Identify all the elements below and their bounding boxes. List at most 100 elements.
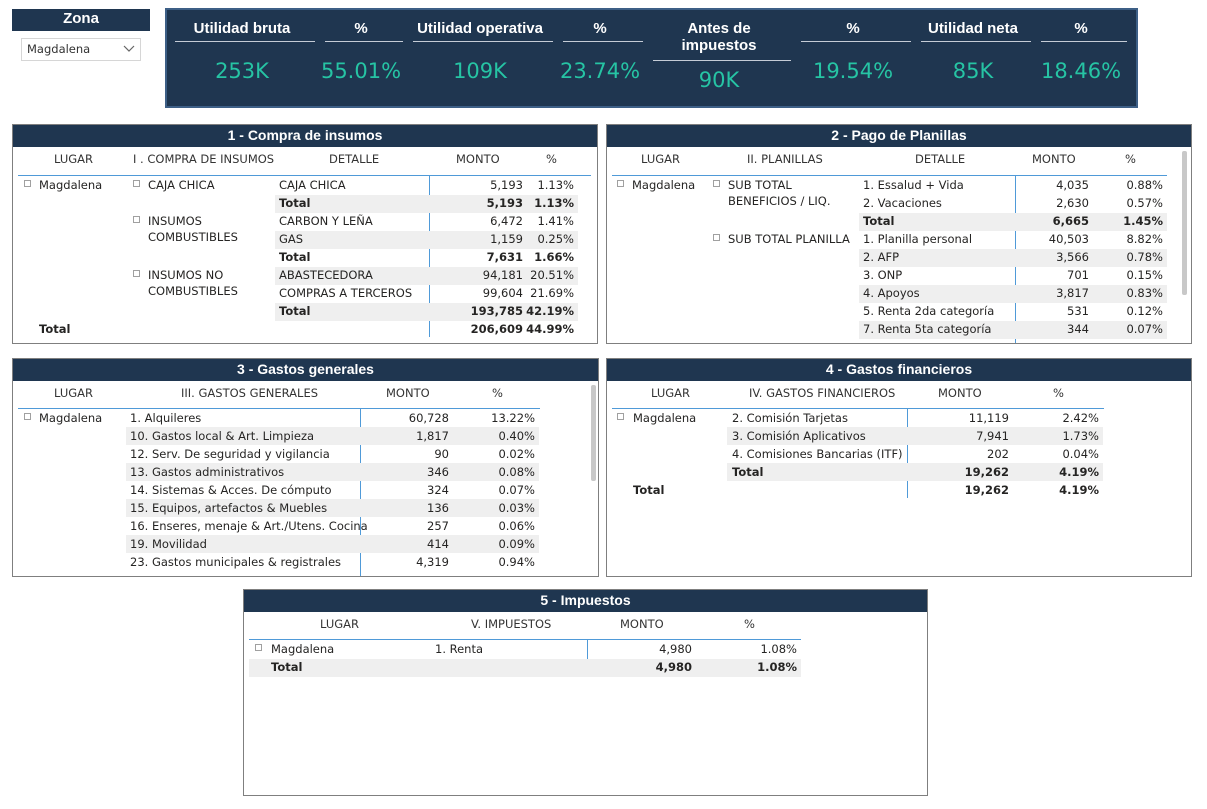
- col-header-impuestos[interactable]: V. IMPUESTOS: [471, 617, 552, 631]
- detalle-cell: 5. Renta 2da categoría: [863, 304, 995, 318]
- panel-compra-insumos: 1 - Compra de insumos LUGAR I . COMPRA D…: [12, 124, 598, 344]
- group-cell: INSUMOS COMBUSTIBLES: [148, 214, 238, 244]
- col-header-lugar[interactable]: LUGAR: [641, 152, 681, 166]
- monto-cell: 19,262: [964, 465, 1009, 479]
- expand-toggle[interactable]: [713, 234, 720, 241]
- pct-cell: 1.13%: [534, 196, 574, 210]
- col-header-monto[interactable]: MONTO: [620, 617, 664, 631]
- col-header-monto[interactable]: MONTO: [1032, 152, 1076, 166]
- pct-cell: 2.42%: [1062, 411, 1099, 425]
- pct-cell: 0.15%: [1126, 268, 1163, 282]
- panel-title: 5 - Impuestos: [244, 590, 927, 612]
- expand-toggle[interactable]: [133, 270, 140, 277]
- grand-total-monto: 19,262: [964, 483, 1009, 497]
- monto-cell: 60,728: [408, 411, 449, 425]
- panel-title: 2 - Pago de Planillas: [607, 125, 1191, 147]
- zona-dropdown[interactable]: Magdalena: [21, 38, 141, 61]
- panel-title: 4 - Gastos financieros: [607, 359, 1191, 381]
- col-header-lugar[interactable]: LUGAR: [54, 152, 94, 166]
- kpi-value: 23.74%: [559, 59, 641, 83]
- col-header-monto[interactable]: MONTO: [938, 386, 982, 400]
- detalle-cell: 1. Planilla personal: [863, 232, 973, 246]
- panel-pago-planillas: 2 - Pago de Planillas LUGAR II. PLANILLA…: [606, 124, 1192, 344]
- pct-cell: 1.45%: [1123, 214, 1163, 228]
- detalle-cell: 2. Comisión Tarjetas: [732, 411, 848, 425]
- monto-cell: 6,472: [490, 214, 523, 228]
- monto-cell: 11,119: [968, 411, 1009, 425]
- pct-cell: 0.06%: [498, 519, 535, 533]
- col-header-lugar[interactable]: LUGAR: [651, 386, 691, 400]
- expand-toggle[interactable]: [133, 180, 140, 187]
- monto-cell: 3,566: [1056, 250, 1089, 264]
- vertical-scrollbar[interactable]: [1182, 151, 1187, 295]
- col-header-lugar[interactable]: LUGAR: [54, 386, 94, 400]
- kpi-utilidad-neta-pct: % 18.46%: [1033, 10, 1129, 106]
- grand-total-label: Total: [39, 322, 71, 336]
- kpi-utilidad-operativa-pct: % 23.74%: [555, 10, 645, 106]
- monto-cell: 5,193: [490, 178, 523, 192]
- kpi-value: 109K: [453, 59, 507, 83]
- detalle-cell: 1. Renta: [435, 642, 484, 656]
- col-header-pct[interactable]: %: [492, 386, 503, 400]
- col-header-pct[interactable]: %: [1053, 386, 1064, 400]
- pct-cell: 21.69%: [530, 286, 574, 300]
- col-header-planillas[interactable]: II. PLANILLAS: [747, 152, 823, 166]
- col-header-pct[interactable]: %: [744, 617, 755, 631]
- detalle-cell: Total: [732, 465, 764, 479]
- detalle-cell: 15. Equipos, artefactos & Muebles: [130, 501, 328, 515]
- detalle-cell: 13. Gastos administrativos: [130, 465, 285, 479]
- grand-total-pct: 1.08%: [757, 660, 797, 674]
- detalle-cell: 4. Comisiones Bancarias (ITF): [732, 447, 903, 461]
- detalle-cell: GAS: [279, 232, 304, 246]
- expand-toggle[interactable]: [617, 413, 624, 420]
- col-header-gastos-generales[interactable]: III. GASTOS GENERALES: [181, 386, 319, 400]
- col-header-gastos-financieros[interactable]: IV. GASTOS FINANCIEROS: [749, 386, 896, 400]
- expand-toggle[interactable]: [24, 180, 31, 187]
- lugar-cell: Magdalena: [39, 178, 103, 192]
- zona-selected-value: Magdalena: [27, 42, 91, 56]
- expand-toggle[interactable]: [255, 644, 262, 651]
- col-header-pct[interactable]: %: [1125, 152, 1136, 166]
- chevron-down-icon: [123, 45, 135, 52]
- monto-cell: 193,785: [470, 304, 523, 318]
- detalle-cell: 1. Alquileres: [130, 411, 202, 425]
- kpi-label: %: [1074, 20, 1088, 37]
- panel-gastos-generales: 3 - Gastos generales LUGAR III. GASTOS G…: [12, 358, 599, 577]
- col-header-detalle[interactable]: DETALLE: [329, 152, 380, 166]
- monto-cell: 2,630: [1056, 196, 1089, 210]
- grand-total-pct: 44.99%: [526, 322, 574, 336]
- expand-toggle[interactable]: [133, 216, 140, 223]
- expand-toggle[interactable]: [617, 180, 624, 187]
- pct-cell: 0.04%: [1062, 447, 1099, 461]
- monto-cell: 4,035: [1056, 178, 1089, 192]
- kpi-value: 55.01%: [320, 59, 402, 83]
- expand-toggle[interactable]: [713, 180, 720, 187]
- lugar-cell: Magdalena: [271, 642, 335, 656]
- vertical-scrollbar[interactable]: [591, 385, 596, 481]
- pct-cell: 0.12%: [1126, 304, 1163, 318]
- grand-total-pct: 4.19%: [1059, 483, 1099, 497]
- kpi-label: %: [354, 20, 368, 37]
- col-header-detalle[interactable]: DETALLE: [915, 152, 966, 166]
- kpi-label: %: [593, 20, 607, 37]
- detalle-cell: Total: [279, 196, 311, 210]
- monto-cell: 40,503: [1048, 232, 1089, 246]
- kpi-value: 18.46%: [1040, 59, 1122, 83]
- detalle-cell: 16. Enseres, menaje & Art./Utens. Cocina: [130, 519, 368, 533]
- pct-cell: 4.19%: [1059, 465, 1099, 479]
- expand-toggle[interactable]: [24, 413, 31, 420]
- detalle-cell: 2. AFP: [863, 250, 900, 264]
- pct-cell: 0.25%: [537, 232, 574, 246]
- monto-cell: 5,193: [486, 196, 523, 210]
- col-header-pct[interactable]: %: [546, 152, 557, 166]
- col-header-monto[interactable]: MONTO: [456, 152, 500, 166]
- grand-total-label: Total: [271, 660, 303, 674]
- col-header-monto[interactable]: MONTO: [386, 386, 430, 400]
- col-header-lugar[interactable]: LUGAR: [320, 617, 360, 631]
- kpi-value: 253K: [215, 59, 269, 83]
- col-header-compra[interactable]: I . COMPRA DE INSUMOS: [133, 152, 275, 166]
- monto-cell: 7,631: [486, 250, 523, 264]
- pct-cell: 1.66%: [534, 250, 574, 264]
- monto-cell: 4,319: [416, 555, 449, 569]
- detalle-cell: 19. Movilidad: [130, 537, 207, 551]
